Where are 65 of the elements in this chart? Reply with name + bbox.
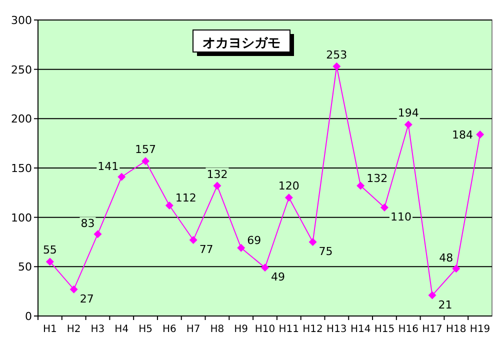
data-label: 69 (247, 234, 262, 247)
x-tick-label: H16 (398, 324, 418, 335)
x-tick-label: H17 (422, 324, 442, 335)
x-tick-label: H3 (90, 324, 105, 335)
data-label: 48 (439, 252, 454, 265)
point (237, 244, 246, 252)
y-tick-label: 50 (18, 260, 32, 274)
point (380, 203, 388, 212)
x-tick-label: H9 (234, 324, 248, 335)
y-tick-label: 0 (25, 310, 32, 323)
point (142, 157, 150, 166)
x-tick-label: H12 (302, 324, 323, 335)
x-tick-label: H15 (374, 324, 395, 335)
point (189, 236, 198, 244)
point (213, 182, 222, 190)
point (404, 120, 412, 129)
data-label: 83 (80, 217, 95, 230)
data-label: 253 (326, 48, 348, 62)
x-tick-label: H19 (470, 324, 490, 335)
x-tick-label: H18 (446, 324, 466, 335)
x-tick-label: H4 (114, 324, 129, 335)
data-label: 55 (42, 244, 57, 257)
data-label: 49 (271, 270, 285, 284)
data-label: 120 (278, 180, 300, 193)
data-label: 110 (390, 210, 412, 224)
point (356, 182, 365, 190)
point (308, 238, 317, 246)
x-tick-label: H2 (66, 324, 81, 335)
point (165, 201, 174, 210)
x-tick-label: H6 (162, 324, 176, 335)
y-tick-label: 200 (11, 112, 32, 126)
x-tick-label: H10 (254, 324, 276, 335)
point (94, 230, 102, 238)
x-tick-label: H8 (210, 324, 224, 335)
y-tick-label: 150 (11, 162, 32, 175)
data-label: 132 (206, 168, 228, 181)
data-label: 184 (452, 128, 474, 142)
y-tick-label: 300 (11, 14, 32, 27)
data-label: 27 (80, 292, 94, 306)
point (452, 264, 460, 273)
data-label: 194 (398, 106, 419, 120)
point (46, 258, 54, 266)
data-label: 77 (199, 243, 214, 256)
x-tick-label: H1 (43, 324, 57, 335)
data-label: 141 (98, 160, 119, 173)
x-tick-label: H7 (186, 324, 200, 335)
point (118, 172, 126, 181)
data-label: 157 (135, 143, 156, 156)
point (284, 194, 293, 202)
point (332, 62, 341, 70)
x-tick-label: H5 (138, 324, 152, 335)
point (476, 130, 484, 138)
text: オカヨシガモ (202, 36, 280, 51)
y-tick-label: 100 (11, 211, 32, 224)
data-label: 112 (175, 191, 196, 204)
x-tick-label: H11 (278, 324, 300, 335)
x-tick-label: H14 (350, 324, 371, 335)
data-label: 21 (438, 298, 452, 312)
point (428, 291, 436, 300)
x-tick-label: H13 (326, 324, 347, 335)
point (261, 264, 269, 272)
data-label: 132 (366, 172, 388, 185)
point (70, 285, 78, 294)
data-label: 75 (318, 245, 333, 258)
y-tick-label: 250 (11, 63, 32, 76)
